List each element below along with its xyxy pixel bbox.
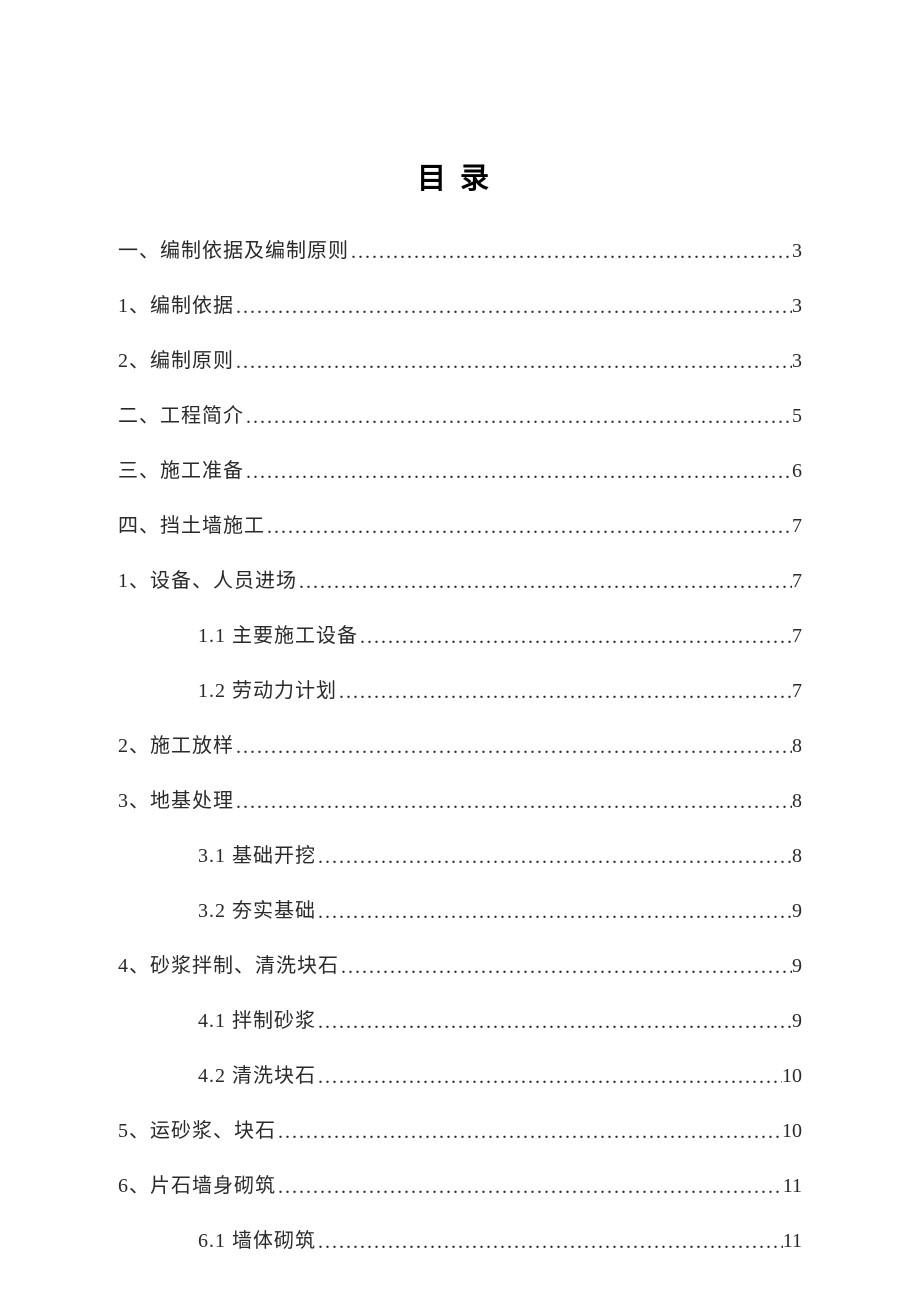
- toc-leader-dots: [234, 733, 792, 761]
- toc-entry: 2、编制原则 3: [118, 347, 802, 375]
- toc-leader-dots: [297, 568, 792, 596]
- toc-entry: 一、编制依据及编制原则 3: [118, 237, 802, 265]
- toc-entry: 3.1 基础开挖 8: [118, 842, 802, 870]
- toc-entry-page: 7: [792, 512, 802, 540]
- toc-entry-page: 9: [792, 1007, 802, 1035]
- toc-entry-label: 2、施工放样: [118, 732, 234, 760]
- toc-entry: 6、片石墙身砌筑 11: [118, 1172, 802, 1200]
- toc-leader-dots: [234, 293, 792, 321]
- toc-entry-page: 8: [792, 732, 802, 760]
- toc-entry-label: 1、设备、人员进场: [118, 567, 297, 595]
- toc-entry-page: 10: [782, 1062, 802, 1090]
- toc-entry: 1、设备、人员进场 7: [118, 567, 802, 595]
- toc-leader-dots: [316, 898, 792, 926]
- toc-entry-page: 11: [783, 1227, 802, 1255]
- page-title: 目录: [118, 155, 802, 197]
- toc-leader-dots: [316, 843, 792, 871]
- toc-entry: 4、砂浆拌制、清洗块石 9: [118, 952, 802, 980]
- toc-leader-dots: [358, 623, 792, 651]
- toc-entry: 4.1 拌制砂浆 9: [118, 1007, 802, 1035]
- toc-entry: 二、工程简介 5: [118, 402, 802, 430]
- toc-leader-dots: [316, 1063, 782, 1091]
- toc-entry: 四、挡土墙施工 7: [118, 512, 802, 540]
- toc-entry: 1、编制依据 3: [118, 292, 802, 320]
- toc-leader-dots: [349, 238, 792, 266]
- toc-entry-page: 3: [792, 292, 802, 320]
- toc-entry: 1.2 劳动力计划 7: [118, 677, 802, 705]
- toc-leader-dots: [234, 348, 792, 376]
- toc-entry-label: 4、砂浆拌制、清洗块石: [118, 952, 339, 980]
- toc-entry-label: 一、编制依据及编制原则: [118, 237, 349, 265]
- toc-entry: 1.1 主要施工设备 7: [118, 622, 802, 650]
- toc-entry-page: 9: [792, 952, 802, 980]
- toc-entry-page: 6: [792, 457, 802, 485]
- toc-entry-label: 5、运砂浆、块石: [118, 1117, 276, 1145]
- toc-entry-label: 6、片石墙身砌筑: [118, 1172, 276, 1200]
- toc-entry-label: 3.1 基础开挖: [198, 842, 316, 870]
- toc-entry-page: 7: [792, 677, 802, 705]
- toc-leader-dots: [276, 1118, 782, 1146]
- toc-entry-label: 4.2 清洗块石: [198, 1062, 316, 1090]
- toc-entry-page: 7: [792, 622, 802, 650]
- toc-entry-label: 1、编制依据: [118, 292, 234, 320]
- toc-leader-dots: [316, 1008, 792, 1036]
- toc-entry-page: 11: [783, 1172, 802, 1200]
- toc-entry-page: 10: [782, 1117, 802, 1145]
- toc-entry: 三、施工准备 6: [118, 457, 802, 485]
- toc-entry-label: 二、工程简介: [118, 402, 244, 430]
- toc-entry-page: 3: [792, 347, 802, 375]
- toc-entry: 3、地基处理 8: [118, 787, 802, 815]
- toc-leader-dots: [234, 788, 792, 816]
- toc-entry-page: 7: [792, 567, 802, 595]
- toc-entry: 4.2 清洗块石 10: [118, 1062, 802, 1090]
- toc-entry-label: 6.1 墙体砌筑: [198, 1227, 316, 1255]
- toc-entry-label: 3.2 夯实基础: [198, 897, 316, 925]
- toc-leader-dots: [276, 1173, 783, 1201]
- table-of-contents: 一、编制依据及编制原则 3 1、编制依据 3 2、编制原则 3 二、工程简介 5 三、施工准备 6…: [118, 237, 802, 1255]
- toc-leader-dots: [316, 1228, 783, 1256]
- toc-entry-label: 三、施工准备: [118, 457, 244, 485]
- toc-entry-page: 8: [792, 842, 802, 870]
- toc-entry: 3.2 夯实基础 9: [118, 897, 802, 925]
- toc-entry-label: 1.2 劳动力计划: [198, 677, 337, 705]
- toc-leader-dots: [339, 953, 792, 981]
- toc-entry-label: 四、挡土墙施工: [118, 512, 265, 540]
- toc-entry: 2、施工放样 8: [118, 732, 802, 760]
- toc-entry-page: 9: [792, 897, 802, 925]
- toc-entry-page: 5: [792, 402, 802, 430]
- toc-entry-label: 1.1 主要施工设备: [198, 622, 358, 650]
- toc-entry-page: 8: [792, 787, 802, 815]
- toc-leader-dots: [265, 513, 792, 541]
- toc-leader-dots: [337, 678, 792, 706]
- toc-entry-label: 2、编制原则: [118, 347, 234, 375]
- toc-entry-page: 3: [792, 237, 802, 265]
- toc-entry: 6.1 墙体砌筑 11: [118, 1227, 802, 1255]
- toc-leader-dots: [244, 458, 792, 486]
- toc-entry-label: 3、地基处理: [118, 787, 234, 815]
- toc-leader-dots: [244, 403, 792, 431]
- toc-entry: 5、运砂浆、块石 10: [118, 1117, 802, 1145]
- toc-entry-label: 4.1 拌制砂浆: [198, 1007, 316, 1035]
